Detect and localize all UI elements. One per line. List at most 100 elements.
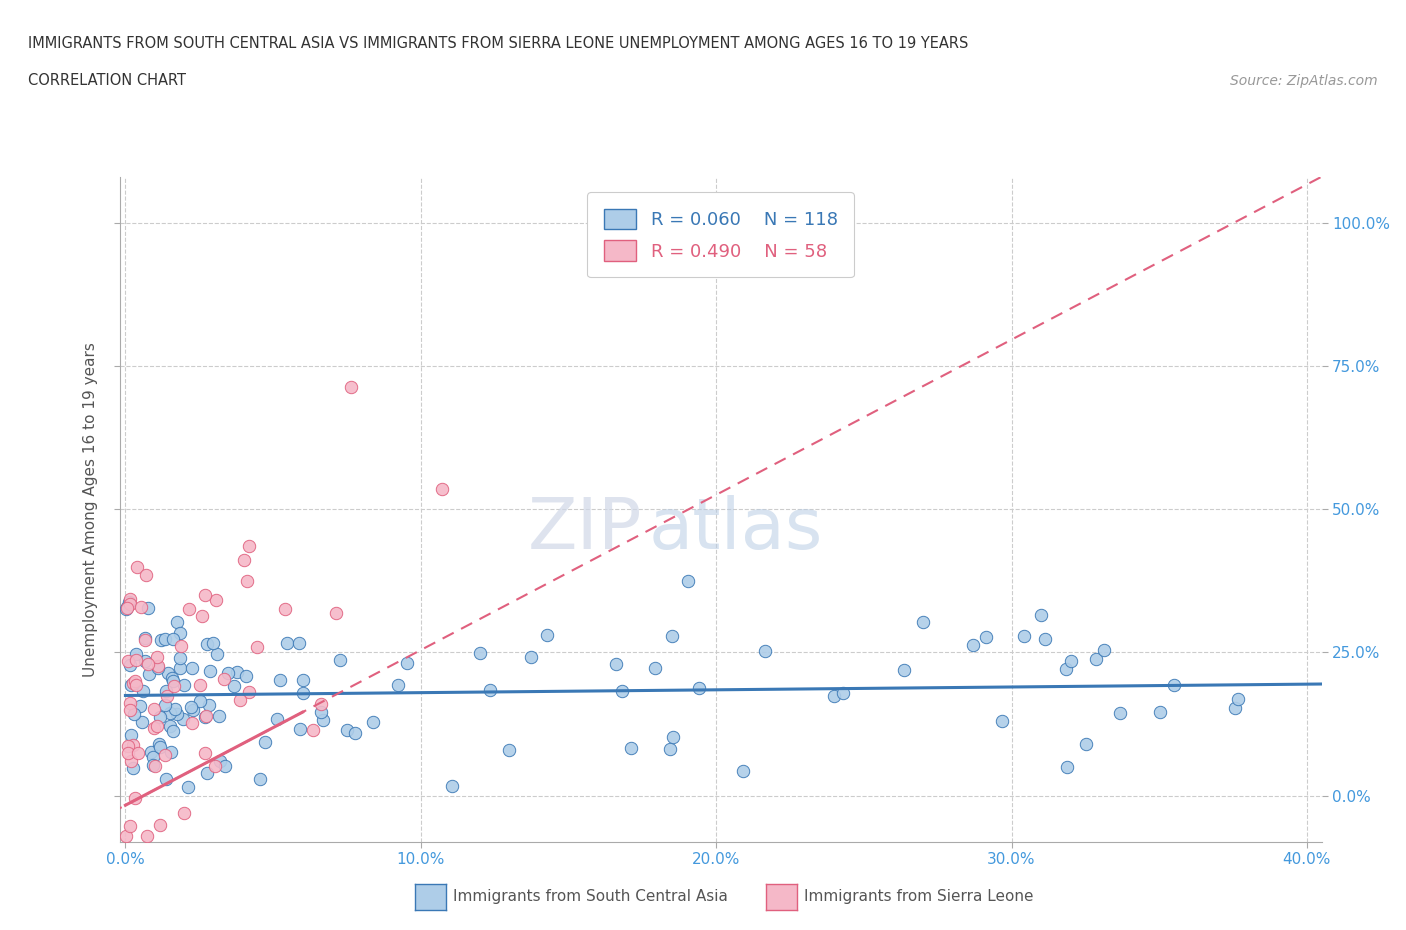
Point	[276, 635, 298, 650]
Point	[131, 715, 153, 730]
Point	[142, 721, 165, 736]
Point	[129, 698, 152, 713]
Point	[226, 665, 249, 680]
Point	[238, 538, 260, 553]
Point	[148, 737, 170, 752]
Text: Immigrants from South Central Asia: Immigrants from South Central Asia	[453, 889, 728, 904]
Point	[273, 602, 295, 617]
Point	[198, 698, 221, 712]
Point	[148, 658, 170, 673]
Point	[329, 653, 352, 668]
Point	[122, 675, 145, 690]
Point	[166, 707, 188, 722]
Point	[145, 719, 167, 734]
Point	[136, 829, 159, 844]
Point	[136, 657, 159, 671]
Point	[122, 707, 145, 722]
Point	[194, 746, 217, 761]
Point	[159, 705, 181, 720]
Point	[155, 684, 177, 698]
Point	[1012, 629, 1035, 644]
Point	[194, 588, 217, 603]
Point	[149, 710, 172, 724]
Point	[1084, 652, 1107, 667]
Point	[156, 689, 179, 704]
Point	[143, 759, 166, 774]
Point	[1060, 654, 1083, 669]
Point	[114, 829, 136, 844]
Point	[688, 681, 710, 696]
Point	[202, 636, 225, 651]
Point	[148, 739, 170, 754]
Point	[195, 709, 218, 724]
Point	[610, 684, 633, 698]
Point	[157, 665, 180, 680]
Point	[118, 596, 141, 611]
Point	[1108, 706, 1130, 721]
Point	[132, 684, 155, 698]
Point	[208, 709, 231, 724]
Point	[200, 663, 222, 678]
Point	[1054, 661, 1077, 676]
Point	[222, 679, 245, 694]
Point	[232, 552, 254, 567]
Point	[361, 714, 384, 729]
Point	[173, 805, 195, 820]
Point	[180, 660, 202, 675]
Point	[193, 710, 215, 724]
Point	[246, 640, 269, 655]
Point	[146, 660, 169, 675]
Point	[114, 602, 136, 617]
Point	[1163, 677, 1185, 692]
Point	[127, 745, 149, 760]
Point	[344, 726, 367, 741]
Point	[120, 727, 142, 742]
Text: Immigrants from Sierra Leone: Immigrants from Sierra Leone	[804, 889, 1033, 904]
Point	[155, 772, 177, 787]
Point	[658, 741, 681, 756]
Point	[644, 660, 666, 675]
Point	[149, 817, 172, 832]
Point	[441, 778, 464, 793]
Point	[823, 689, 845, 704]
Point	[249, 772, 271, 787]
Point	[170, 639, 193, 654]
Point	[205, 592, 228, 607]
Point	[118, 594, 141, 609]
Point	[832, 685, 855, 700]
Point	[162, 724, 184, 738]
Point	[180, 699, 202, 714]
Point	[1056, 760, 1078, 775]
Point	[212, 671, 235, 686]
Point	[253, 735, 276, 750]
Point	[676, 574, 699, 589]
Point	[143, 701, 166, 716]
Point	[181, 703, 204, 718]
Point	[125, 647, 148, 662]
Point	[325, 605, 347, 620]
Text: IMMIGRANTS FROM SOUTH CENTRAL ASIA VS IMMIGRANTS FROM SIERRA LEONE UNEMPLOYMENT : IMMIGRANTS FROM SOUTH CENTRAL ASIA VS IM…	[28, 36, 969, 51]
Point	[991, 714, 1014, 729]
Point	[214, 758, 236, 773]
Point	[893, 663, 915, 678]
Point	[288, 636, 311, 651]
Point	[124, 791, 146, 806]
Point	[962, 638, 984, 653]
Point	[336, 722, 359, 737]
Point	[387, 678, 409, 693]
Point	[430, 482, 453, 497]
Point	[138, 667, 160, 682]
Text: CORRELATION CHART: CORRELATION CHART	[28, 73, 186, 88]
Point	[205, 646, 228, 661]
Point	[291, 672, 314, 687]
Point	[125, 678, 148, 693]
Point	[974, 630, 997, 644]
Point	[339, 380, 361, 395]
Point	[169, 625, 191, 640]
Point	[153, 698, 176, 712]
Point	[117, 600, 139, 615]
Point	[166, 615, 188, 630]
Point	[1033, 631, 1056, 646]
Point	[163, 678, 186, 693]
Point	[173, 678, 195, 693]
